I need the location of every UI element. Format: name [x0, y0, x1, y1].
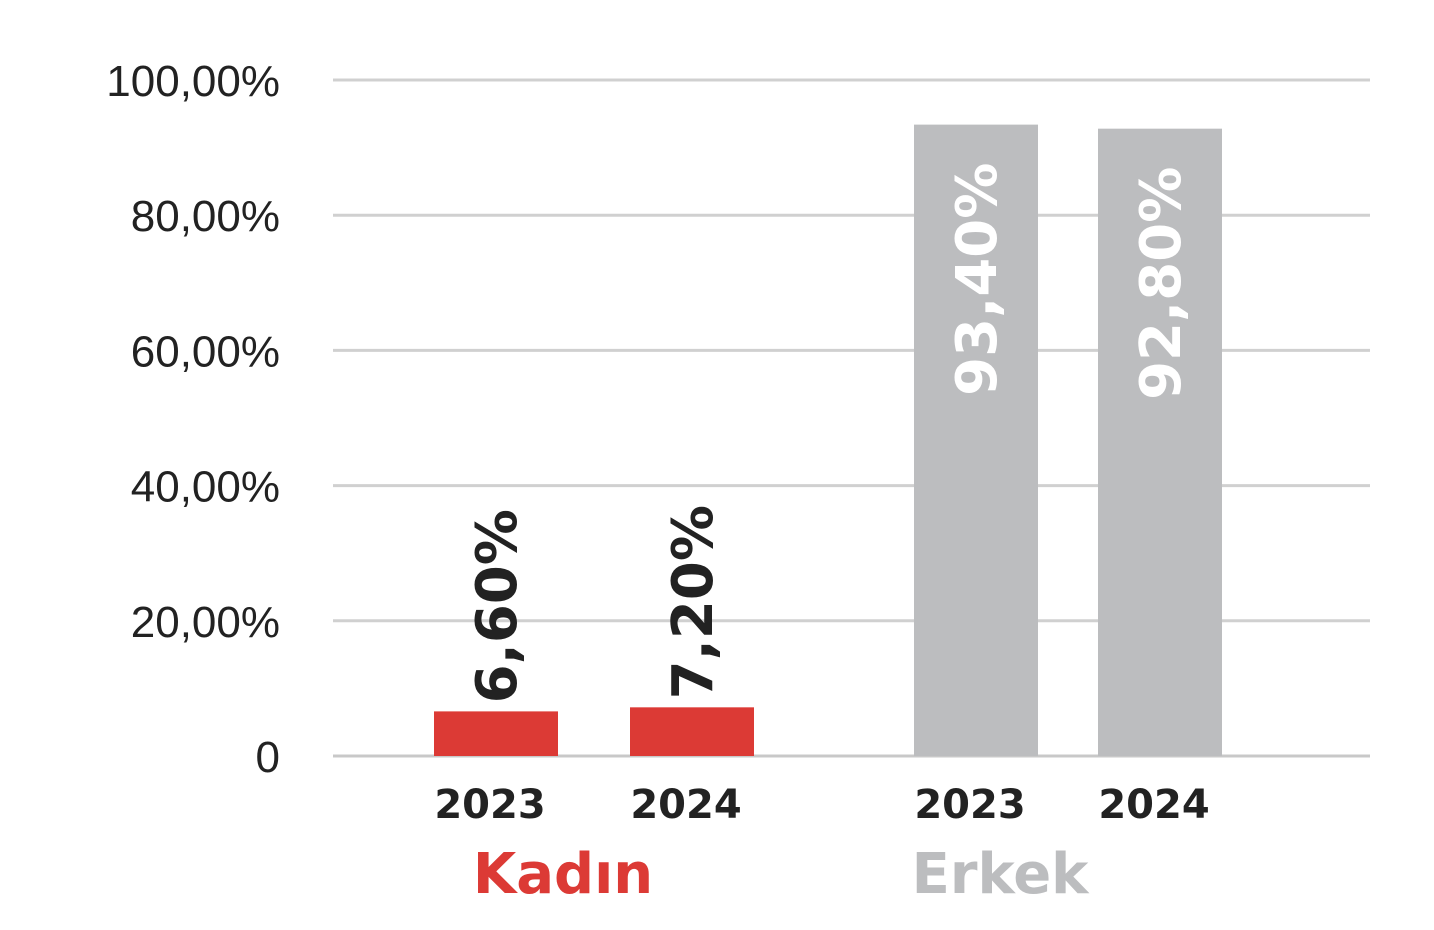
- group-label-kadın: Kadın: [473, 842, 653, 907]
- x-tick-label-erkek-2024: 2024: [1098, 782, 1209, 828]
- x-tick-label-kadın-2023: 2023: [434, 782, 545, 828]
- x-tick-label-erkek-2023: 2023: [914, 782, 1025, 828]
- value-label-erkek-2023: 93,40%: [945, 163, 1010, 396]
- y-tick-label: 0: [256, 733, 280, 782]
- y-tick-label: 20,00%: [131, 598, 280, 647]
- bar-kadın-2024: [630, 707, 754, 756]
- y-axis-tick-labels: 0 20,00% 40,00% 60,00% 80,00% 100,00%: [106, 57, 280, 782]
- group-label-erkek: Erkek: [912, 842, 1091, 907]
- value-label-kadın-2024: 7,20%: [661, 505, 726, 699]
- bar-kadın-2023: [434, 711, 558, 756]
- y-tick-label: 80,00%: [131, 192, 280, 241]
- value-labels: 6,60% 7,20% 93,40% 92,80%: [465, 163, 1194, 704]
- bar-erkek-2023: [914, 124, 1038, 757]
- value-label-kadın-2023: 6,60%: [465, 509, 530, 703]
- y-tick-label: 40,00%: [131, 463, 280, 512]
- bar-erkek-2024: [1098, 128, 1222, 756]
- value-label-erkek-2024: 92,80%: [1129, 167, 1194, 400]
- y-tick-label: 100,00%: [106, 57, 280, 106]
- bars: [434, 124, 1222, 757]
- y-tick-label: 60,00%: [131, 327, 280, 376]
- x-tick-label-kadın-2024: 2024: [630, 782, 741, 828]
